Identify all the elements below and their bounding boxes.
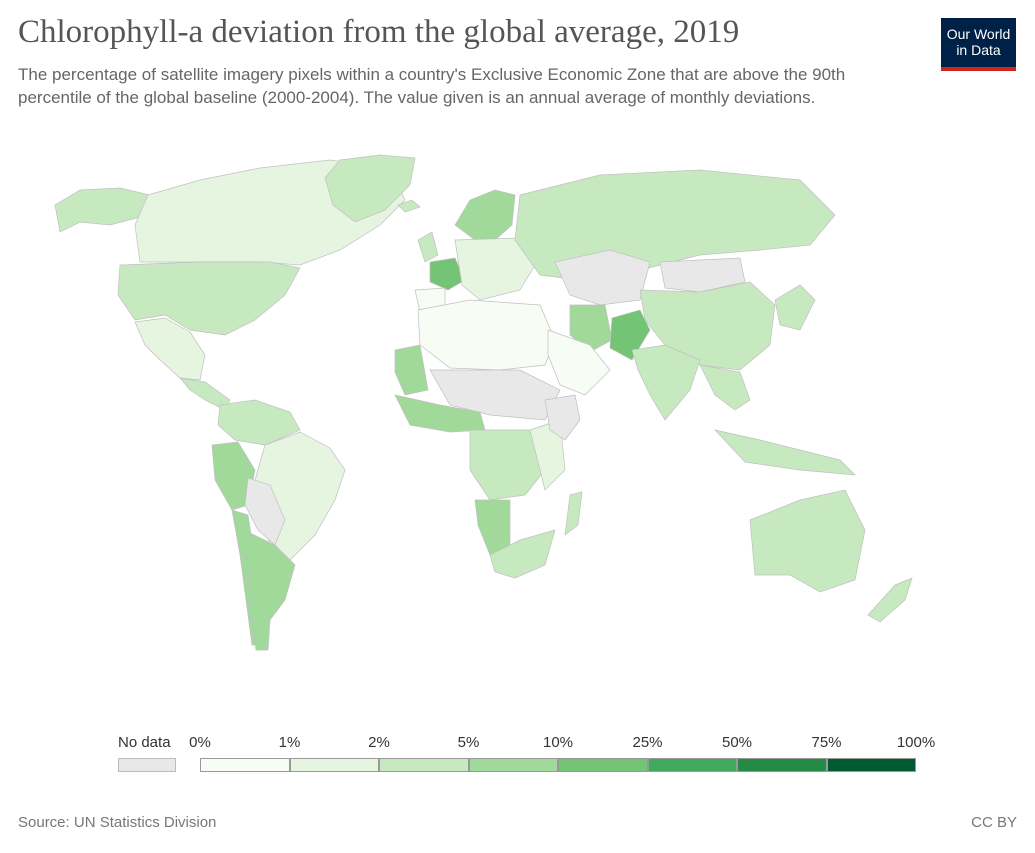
map-region-arabian-peninsula[interactable] bbox=[547, 329, 611, 396]
owid-logo[interactable]: Our World in Data bbox=[941, 18, 1016, 71]
chart-title: Chlorophyll-a deviation from the global … bbox=[18, 14, 740, 50]
map-region-horn-of-africa[interactable] bbox=[544, 394, 581, 441]
map-region-mexico[interactable] bbox=[134, 317, 206, 381]
map-region-north-africa[interactable] bbox=[417, 299, 556, 371]
source-note[interactable]: Source: UN Statistics Division bbox=[18, 814, 217, 831]
map-region-bolivia-paraguay[interactable] bbox=[244, 477, 286, 546]
map-region-mauritania-western-sahara[interactable] bbox=[394, 344, 429, 396]
logo-line-1: Our World bbox=[946, 26, 1011, 42]
map-region-united-kingdom[interactable] bbox=[417, 231, 439, 263]
map-region-southeast-asia[interactable] bbox=[699, 364, 751, 411]
map-region-japan-korea[interactable] bbox=[774, 284, 816, 331]
map-region-india[interactable] bbox=[631, 344, 701, 421]
map-region-iran[interactable] bbox=[569, 304, 613, 353]
map-region-madagascar[interactable] bbox=[564, 491, 583, 536]
map-region-kazakhstan-central-asia[interactable] bbox=[554, 249, 651, 306]
map-region-colombia-venezuela[interactable] bbox=[217, 399, 301, 446]
map-region-norway-sweden-finland[interactable] bbox=[454, 189, 516, 241]
map-region-australia[interactable] bbox=[749, 489, 866, 593]
map-region-russia[interactable] bbox=[514, 169, 836, 281]
logo-accent-bar bbox=[941, 67, 1016, 71]
map-region-angola-namibia[interactable] bbox=[474, 499, 511, 556]
license-link[interactable]: CC BY bbox=[971, 814, 1017, 831]
map-region-greenland[interactable] bbox=[324, 154, 416, 223]
map-region-southern-africa[interactable] bbox=[489, 529, 556, 579]
map-region-france[interactable] bbox=[429, 257, 466, 291]
chart-subtitle: The percentage of satellite imagery pixe… bbox=[18, 65, 846, 107]
logo-line-2: in Data bbox=[956, 42, 1001, 58]
map-region-iceland[interactable] bbox=[397, 199, 421, 213]
map-region-indonesia[interactable] bbox=[713, 429, 856, 476]
map-region-mongolia[interactable] bbox=[659, 257, 746, 293]
map-region-new-zealand[interactable] bbox=[867, 577, 913, 623]
map-region-argentina[interactable] bbox=[246, 531, 296, 651]
map-region-united-states[interactable] bbox=[117, 261, 301, 336]
map-region-china[interactable] bbox=[639, 281, 776, 371]
map-region-pakistan[interactable] bbox=[609, 309, 651, 361]
map-region-sahel-interior[interactable] bbox=[429, 369, 561, 421]
